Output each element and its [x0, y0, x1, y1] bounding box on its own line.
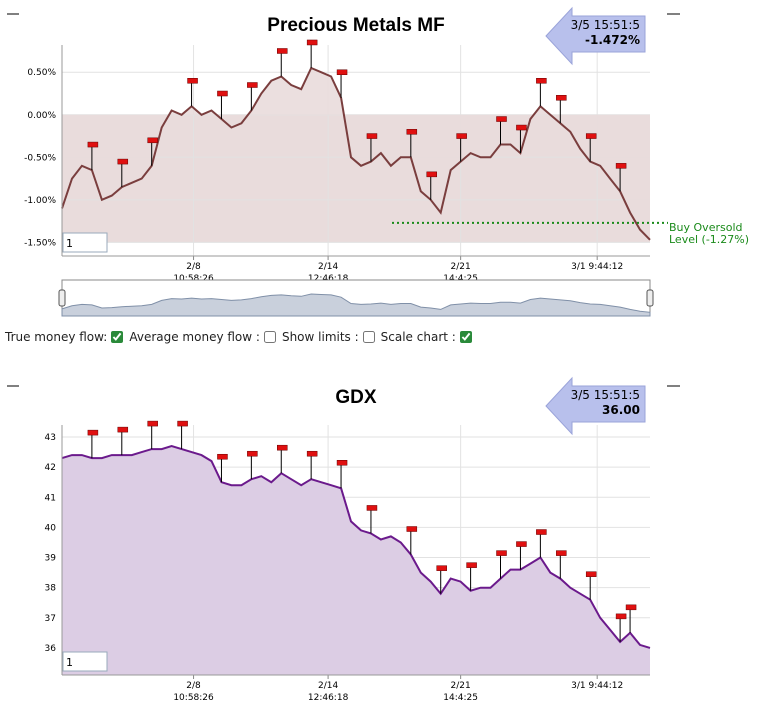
flag: [585, 133, 597, 139]
y-tick-label: 43: [45, 433, 56, 443]
zoom-input-value: 1: [66, 656, 73, 669]
flag: [436, 565, 447, 571]
flag: [625, 604, 637, 611]
flag: [247, 450, 258, 457]
flag: [516, 124, 527, 131]
y-tick-label: 0.00%: [27, 111, 56, 121]
control-label: Average money flow :: [129, 330, 260, 344]
flag: [277, 444, 288, 451]
callout-date: 3/5 15:51:5: [571, 18, 640, 32]
callout-value: 36.00: [602, 403, 640, 417]
flag: [406, 129, 418, 135]
y-tick-label: 38: [45, 584, 57, 594]
flag: [87, 429, 99, 436]
checkbox[interactable]: [111, 331, 124, 343]
chart-title: Precious Metals MF: [267, 15, 444, 36]
flag: [536, 529, 547, 535]
x-tick-label: 2/14 12:46:18: [308, 262, 349, 284]
control: Average money flow :: [129, 330, 276, 344]
control-label: Scale chart :: [380, 330, 456, 344]
y-tick-label: 36: [45, 644, 57, 654]
y-tick-label: -1.00%: [24, 196, 56, 206]
control: Show limits :: [282, 330, 375, 344]
controls: True money flow: Average money flow : Show…: [5, 330, 476, 344]
flag: [615, 613, 627, 620]
flag: [336, 69, 348, 75]
x-tick-label: 2/8 10:58:26: [173, 681, 214, 702]
flag: [496, 116, 507, 122]
flag: [556, 550, 567, 556]
y-tick-label: -1.50%: [24, 238, 56, 248]
line: [61, 66, 651, 241]
threshold-label: Buy Oversold Level (-1.27%): [669, 221, 749, 246]
flag: [336, 460, 348, 466]
flag: [177, 420, 188, 427]
flag: [466, 562, 477, 568]
flag: [147, 420, 158, 427]
flag: [217, 90, 228, 97]
control: Scale chart :: [381, 330, 472, 344]
navigator-handle: [646, 289, 654, 307]
flag: [117, 426, 129, 433]
flag: [306, 39, 318, 46]
area: [62, 446, 650, 675]
flag: [366, 133, 378, 139]
callout-value: -1.472%: [585, 33, 640, 47]
chart-title: GDX: [335, 387, 377, 408]
checkbox[interactable]: [362, 331, 375, 343]
x-tick-label: 2/21 14:4:25: [443, 262, 478, 284]
flag: [366, 505, 378, 511]
navigator-handle: [58, 289, 66, 307]
flag: [247, 82, 258, 88]
zoom-input: [62, 651, 108, 672]
y-tick-label: 39: [45, 554, 57, 564]
flag: [536, 78, 547, 84]
y-tick-label: -0.50%: [24, 153, 56, 163]
x-tick-label: 2/14 12:46:18: [308, 681, 349, 702]
y-tick-label: 0.50%: [27, 68, 56, 78]
navigator-area: [61, 293, 651, 317]
flag: [426, 171, 437, 178]
flag: [277, 48, 288, 54]
corner-marks: [7, 13, 680, 387]
checkbox[interactable]: [263, 331, 276, 343]
callout-arrow: [545, 6, 646, 66]
control-label: Show limits :: [281, 330, 359, 344]
flag: [217, 453, 228, 460]
zoom-input: [62, 232, 108, 253]
flag: [496, 550, 507, 556]
flag: [556, 95, 567, 101]
y-tick-label: 42: [45, 463, 56, 473]
flag: [406, 526, 418, 532]
flag: [585, 571, 597, 577]
callout-arrow: [545, 376, 646, 436]
checkbox[interactable]: [459, 331, 472, 343]
x-tick-label: 3/1 9:44:12: [571, 262, 623, 272]
x-tick-label: 2/21 14:4:25: [443, 681, 478, 702]
flag: [87, 141, 99, 148]
flag: [306, 450, 318, 457]
area: [62, 68, 650, 240]
x-tick-label: 2/8 10:58:26: [173, 262, 214, 284]
flag: [516, 541, 527, 547]
flag: [117, 158, 129, 165]
line: [61, 445, 651, 649]
flag: [615, 163, 627, 169]
control-label: True money flow:: [5, 330, 108, 344]
y-tick-label: 37: [45, 614, 56, 624]
flag: [147, 137, 158, 144]
zoom-input-value: 1: [66, 237, 73, 250]
x-tick-label: 3/1 9:44:12: [571, 681, 623, 691]
flag: [456, 133, 467, 139]
control: True money flow:: [5, 330, 124, 344]
flag: [187, 78, 198, 84]
callout-date: 3/5 15:51:5: [571, 388, 640, 402]
y-tick-label: 41: [45, 493, 56, 503]
y-tick-label: 40: [45, 523, 57, 533]
